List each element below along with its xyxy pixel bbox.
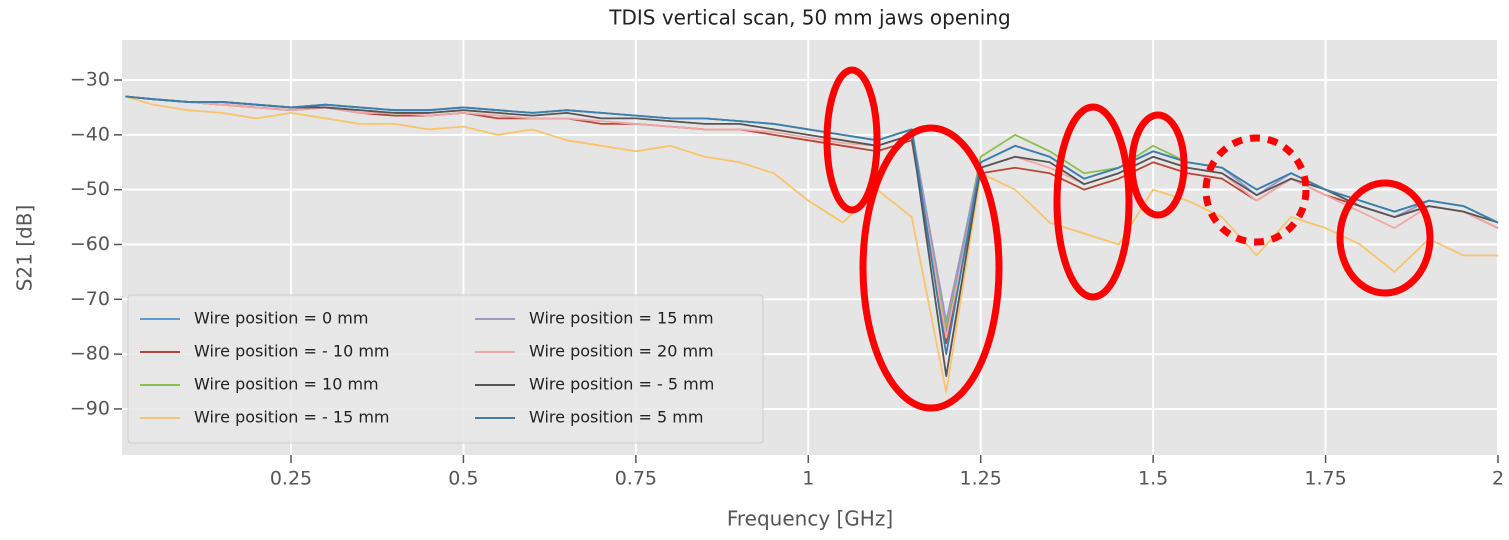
x-tick-label: 1 bbox=[802, 468, 814, 490]
legend-label: Wire position = 20 mm bbox=[529, 342, 714, 361]
y-tick-label: −40 bbox=[70, 123, 110, 145]
x-tick-label: 2 bbox=[1492, 468, 1504, 490]
highlight-ellipse bbox=[1336, 179, 1434, 297]
highlight-ellipse bbox=[859, 124, 1003, 412]
highlight-ellipse bbox=[1128, 111, 1188, 219]
x-tick-label: 0.75 bbox=[615, 468, 657, 490]
y-tick-label: −60 bbox=[70, 233, 110, 255]
y-tick-label: −90 bbox=[70, 397, 110, 419]
legend: Wire position = 0 mm Wire position = - 10… bbox=[127, 294, 764, 444]
x-tick-label: 1.75 bbox=[1304, 468, 1346, 490]
x-axis-label: Frequency [GHz] bbox=[727, 507, 893, 531]
legend-label: Wire position = 5 mm bbox=[529, 408, 703, 427]
x-tick-label: 1.25 bbox=[960, 468, 1002, 490]
y-axis-label: S21 [dB] bbox=[13, 205, 37, 292]
annotations bbox=[823, 66, 1434, 412]
y-tick-label: −30 bbox=[70, 69, 110, 91]
chart-title: TDIS vertical scan, 50 mm jaws opening bbox=[608, 6, 1010, 30]
series-line bbox=[125, 95, 1498, 394]
highlight-ellipse bbox=[823, 66, 881, 214]
y-tick-label: −50 bbox=[70, 178, 110, 200]
legend-label: Wire position = 0 mm bbox=[194, 309, 368, 328]
legend-label: Wire position = - 15 mm bbox=[194, 408, 390, 427]
legend-label: Wire position = 15 mm bbox=[529, 309, 714, 328]
series-line bbox=[125, 95, 1499, 377]
x-tick-label: 0.25 bbox=[270, 468, 312, 490]
series-line bbox=[125, 95, 1499, 339]
series-line bbox=[125, 95, 1499, 356]
legend-label: Wire position = - 10 mm bbox=[194, 342, 390, 361]
highlight-ellipse bbox=[1053, 103, 1133, 301]
highlight-ellipse-dashed bbox=[1202, 134, 1310, 246]
legend-label: Wire position = - 5 mm bbox=[529, 375, 714, 394]
lines bbox=[125, 95, 1499, 394]
legend-box bbox=[127, 294, 764, 444]
y-tick-label: −70 bbox=[70, 288, 110, 310]
x-tick-label: 0.5 bbox=[448, 468, 478, 490]
x-tick-label: 1.5 bbox=[1138, 468, 1168, 490]
legend-label: Wire position = 10 mm bbox=[194, 375, 379, 394]
y-tick-label: −80 bbox=[70, 343, 110, 365]
